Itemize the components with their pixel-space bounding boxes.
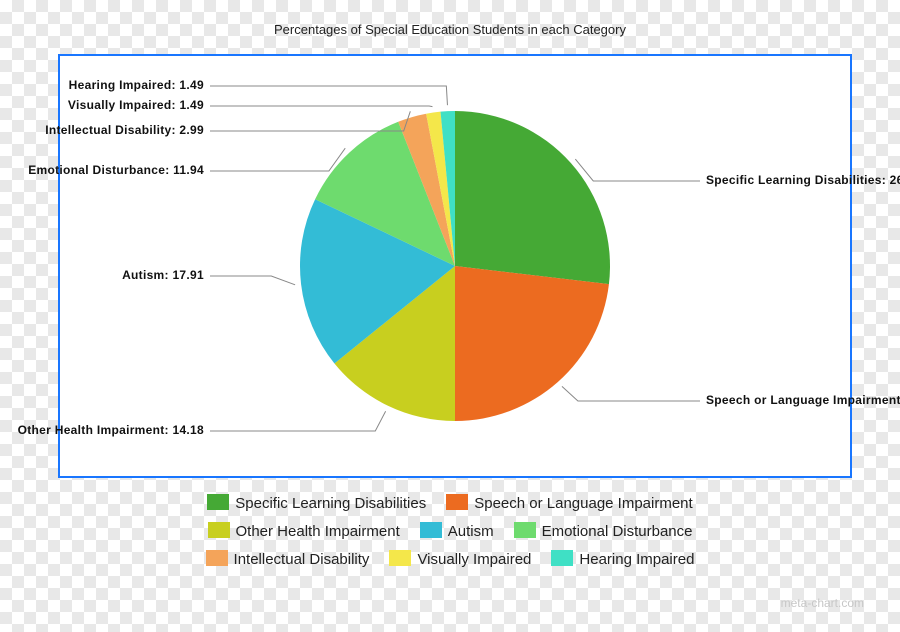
- slice-label: Autism: 17.91: [122, 268, 204, 282]
- legend-label: Other Health Impairment: [236, 523, 400, 540]
- legend-item: Autism: [420, 518, 494, 546]
- slice-label: Intellectual Disability: 2.99: [45, 123, 204, 137]
- legend-swatch: [206, 550, 228, 566]
- slice-label: Specific Learning Disabilities: 26.87: [706, 173, 900, 187]
- legend-swatch: [207, 494, 229, 510]
- legend-row: Other Health Impairment Autism Emotional D…: [0, 518, 900, 546]
- slice-label: Visually Impaired: 1.49: [68, 98, 204, 112]
- legend-item: Speech or Language Impairment: [446, 490, 692, 518]
- legend-label: Visually Impaired: [417, 551, 531, 568]
- slice-label: Hearing Impaired: 1.49: [69, 78, 204, 92]
- legend-swatch: [389, 550, 411, 566]
- slice-label: Emotional Disturbance: 11.94: [28, 163, 204, 177]
- legend-swatch: [208, 522, 230, 538]
- legend-swatch: [551, 550, 573, 566]
- legend-swatch: [446, 494, 468, 510]
- slice-label: Speech or Language Impairment: 23.13: [706, 393, 900, 407]
- legend: Specific Learning Disabilities Speech or …: [0, 490, 900, 574]
- legend-item: Intellectual Disability: [206, 546, 370, 574]
- legend-swatch: [514, 522, 536, 538]
- legend-item: Other Health Impairment: [208, 518, 400, 546]
- pie-labels-layer: Specific Learning Disabilities: 26.87Spe…: [60, 56, 850, 476]
- chart-plot-area: Specific Learning Disabilities: 26.87Spe…: [58, 54, 852, 478]
- slice-label: Other Health Impairment: 14.18: [18, 423, 204, 437]
- chart-title: Percentages of Special Education Student…: [0, 0, 900, 37]
- watermark: meta-chart.com: [781, 596, 864, 610]
- legend-item: Hearing Impaired: [551, 546, 694, 574]
- figure-root: Percentages of Special Education Student…: [0, 0, 900, 632]
- legend-label: Emotional Disturbance: [542, 523, 693, 540]
- legend-label: Specific Learning Disabilities: [235, 495, 426, 512]
- legend-item: Emotional Disturbance: [514, 518, 693, 546]
- legend-row: Intellectual Disability Visually Impaired…: [0, 546, 900, 574]
- legend-label: Intellectual Disability: [234, 551, 370, 568]
- legend-row: Specific Learning Disabilities Speech or …: [0, 490, 900, 518]
- legend-swatch: [420, 522, 442, 538]
- legend-label: Speech or Language Impairment: [474, 495, 692, 512]
- legend-item: Specific Learning Disabilities: [207, 490, 426, 518]
- legend-item: Visually Impaired: [389, 546, 531, 574]
- legend-label: Autism: [448, 523, 494, 540]
- legend-label: Hearing Impaired: [579, 551, 694, 568]
